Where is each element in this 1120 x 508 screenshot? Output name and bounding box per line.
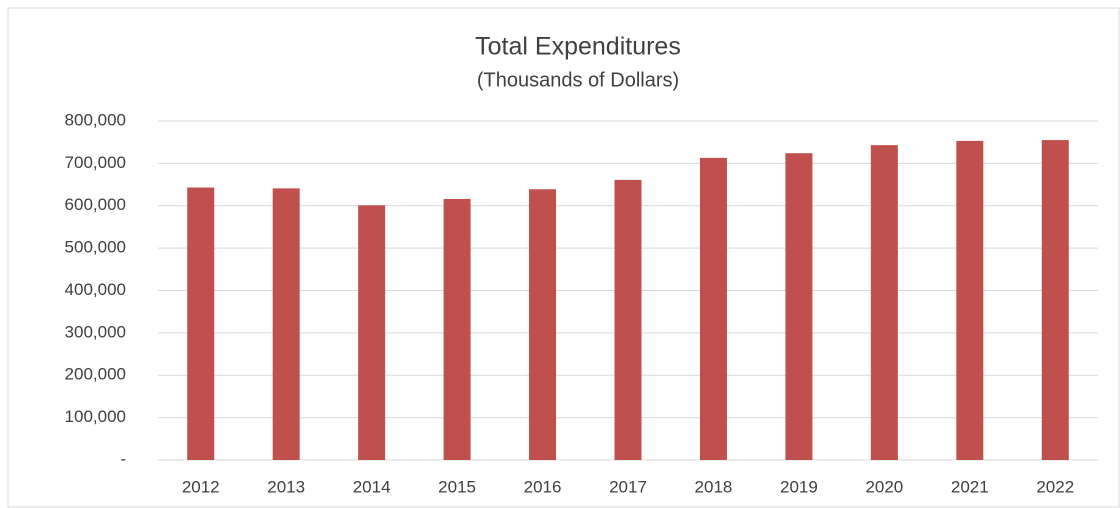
bar bbox=[529, 189, 557, 460]
bar bbox=[272, 188, 300, 460]
x-tick-label: 2016 bbox=[524, 477, 562, 496]
x-tick-label: 2022 bbox=[1036, 477, 1074, 496]
y-tick-label: 700,000 bbox=[65, 153, 126, 172]
bar bbox=[187, 187, 215, 460]
y-tick-label: - bbox=[120, 449, 126, 468]
x-tick-label: 2012 bbox=[182, 477, 220, 496]
chart-subtitle: (Thousands of Dollars) bbox=[477, 69, 679, 91]
x-tick-label: 2018 bbox=[695, 477, 733, 496]
bar bbox=[1041, 140, 1069, 460]
bar bbox=[785, 153, 813, 460]
bar bbox=[358, 205, 386, 460]
x-tick-label: 2014 bbox=[353, 477, 391, 496]
y-tick-label: 300,000 bbox=[65, 322, 126, 341]
y-tick-label: 800,000 bbox=[65, 110, 126, 129]
bar bbox=[699, 157, 727, 460]
bar bbox=[956, 140, 984, 460]
y-tick-label: 100,000 bbox=[65, 407, 126, 426]
chart-title: Total Expenditures bbox=[475, 33, 681, 61]
x-tick-label: 2019 bbox=[780, 477, 818, 496]
y-tick-label: 600,000 bbox=[65, 195, 126, 214]
bar bbox=[614, 179, 642, 460]
y-tick-label: 400,000 bbox=[65, 280, 126, 299]
y-tick-label: 500,000 bbox=[65, 238, 126, 257]
bar bbox=[443, 198, 471, 460]
x-tick-label: 2021 bbox=[951, 477, 989, 496]
bar bbox=[870, 145, 898, 460]
x-tick-label: 2017 bbox=[609, 477, 647, 496]
x-tick-label: 2015 bbox=[438, 477, 476, 496]
x-tick-label: 2020 bbox=[865, 477, 903, 496]
x-tick-label: 2013 bbox=[267, 477, 305, 496]
y-tick-label: 200,000 bbox=[65, 365, 126, 384]
